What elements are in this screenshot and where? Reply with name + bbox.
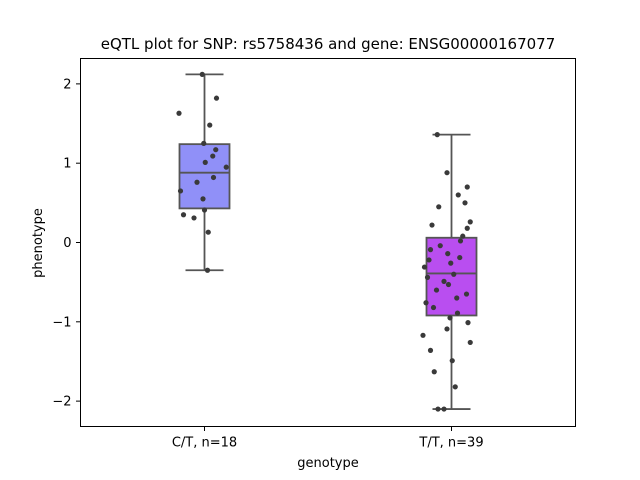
x-tick-label: T/T, n=39	[418, 436, 483, 451]
data-point	[454, 295, 460, 301]
data-point	[467, 339, 473, 346]
data-point	[427, 347, 434, 353]
data-point	[463, 291, 470, 297]
data-point	[465, 320, 471, 326]
data-point	[210, 153, 216, 159]
iqr-box	[425, 236, 478, 317]
data-point	[431, 369, 437, 375]
data-point	[441, 406, 447, 412]
data-point	[437, 243, 443, 249]
y-tick-label: 1	[63, 157, 71, 172]
data-point	[435, 406, 441, 412]
data-point	[420, 332, 426, 338]
data-point	[213, 95, 220, 101]
data-point	[448, 260, 454, 266]
data-point	[426, 257, 432, 263]
x-axis: C/T, n=18 T/T, n=39	[172, 426, 484, 451]
data-point	[199, 71, 205, 77]
y-tick-label: −2	[52, 395, 71, 410]
data-point	[430, 304, 437, 311]
data-point	[421, 264, 428, 270]
data-point	[460, 233, 466, 239]
data-point	[213, 147, 219, 153]
box-group	[420, 132, 478, 412]
data-point	[424, 274, 431, 280]
data-point	[464, 225, 470, 231]
data-point	[202, 159, 208, 165]
y-tick-label: 2	[63, 77, 71, 92]
data-point	[180, 212, 187, 218]
data-point	[445, 281, 452, 288]
data-point	[441, 278, 447, 284]
y-tick-label: −1	[52, 315, 71, 330]
data-point	[433, 287, 440, 293]
data-point	[210, 174, 217, 181]
data-point	[455, 192, 461, 198]
y-axis: −2 −1 0 1 2	[52, 77, 81, 410]
data-point	[444, 170, 450, 176]
plot-area	[176, 71, 478, 412]
box-group	[176, 71, 231, 273]
data-point	[452, 384, 458, 390]
data-point	[434, 132, 440, 138]
data-point	[223, 164, 229, 170]
data-point	[427, 247, 434, 253]
data-point	[177, 188, 184, 194]
data-point	[444, 326, 450, 332]
data-point	[191, 215, 197, 221]
data-point	[176, 110, 182, 116]
data-point	[447, 315, 453, 321]
data-point	[201, 140, 207, 146]
x-tick-label: C/T, n=18	[172, 436, 237, 451]
plot-frame	[80, 58, 576, 427]
data-point	[429, 222, 435, 228]
data-point	[467, 219, 473, 225]
y-tick-label: 0	[63, 236, 71, 251]
data-point	[201, 207, 208, 213]
data-point	[449, 358, 455, 364]
data-point	[436, 204, 442, 210]
data-point	[454, 310, 461, 316]
data-point	[207, 122, 213, 128]
data-point	[194, 179, 200, 185]
data-point	[200, 196, 206, 202]
data-point	[204, 267, 211, 273]
data-point	[445, 251, 451, 257]
data-point	[462, 200, 468, 206]
chart-title: eQTL plot for SNP: rs5758436 and gene: E…	[101, 35, 556, 53]
data-point	[451, 271, 457, 277]
data-point	[423, 300, 429, 306]
y-axis-label: phenotype	[31, 208, 46, 278]
x-axis-label: genotype	[297, 456, 358, 471]
data-point	[457, 254, 463, 261]
data-point	[457, 238, 464, 244]
data-point	[205, 229, 211, 235]
data-point	[464, 184, 470, 190]
